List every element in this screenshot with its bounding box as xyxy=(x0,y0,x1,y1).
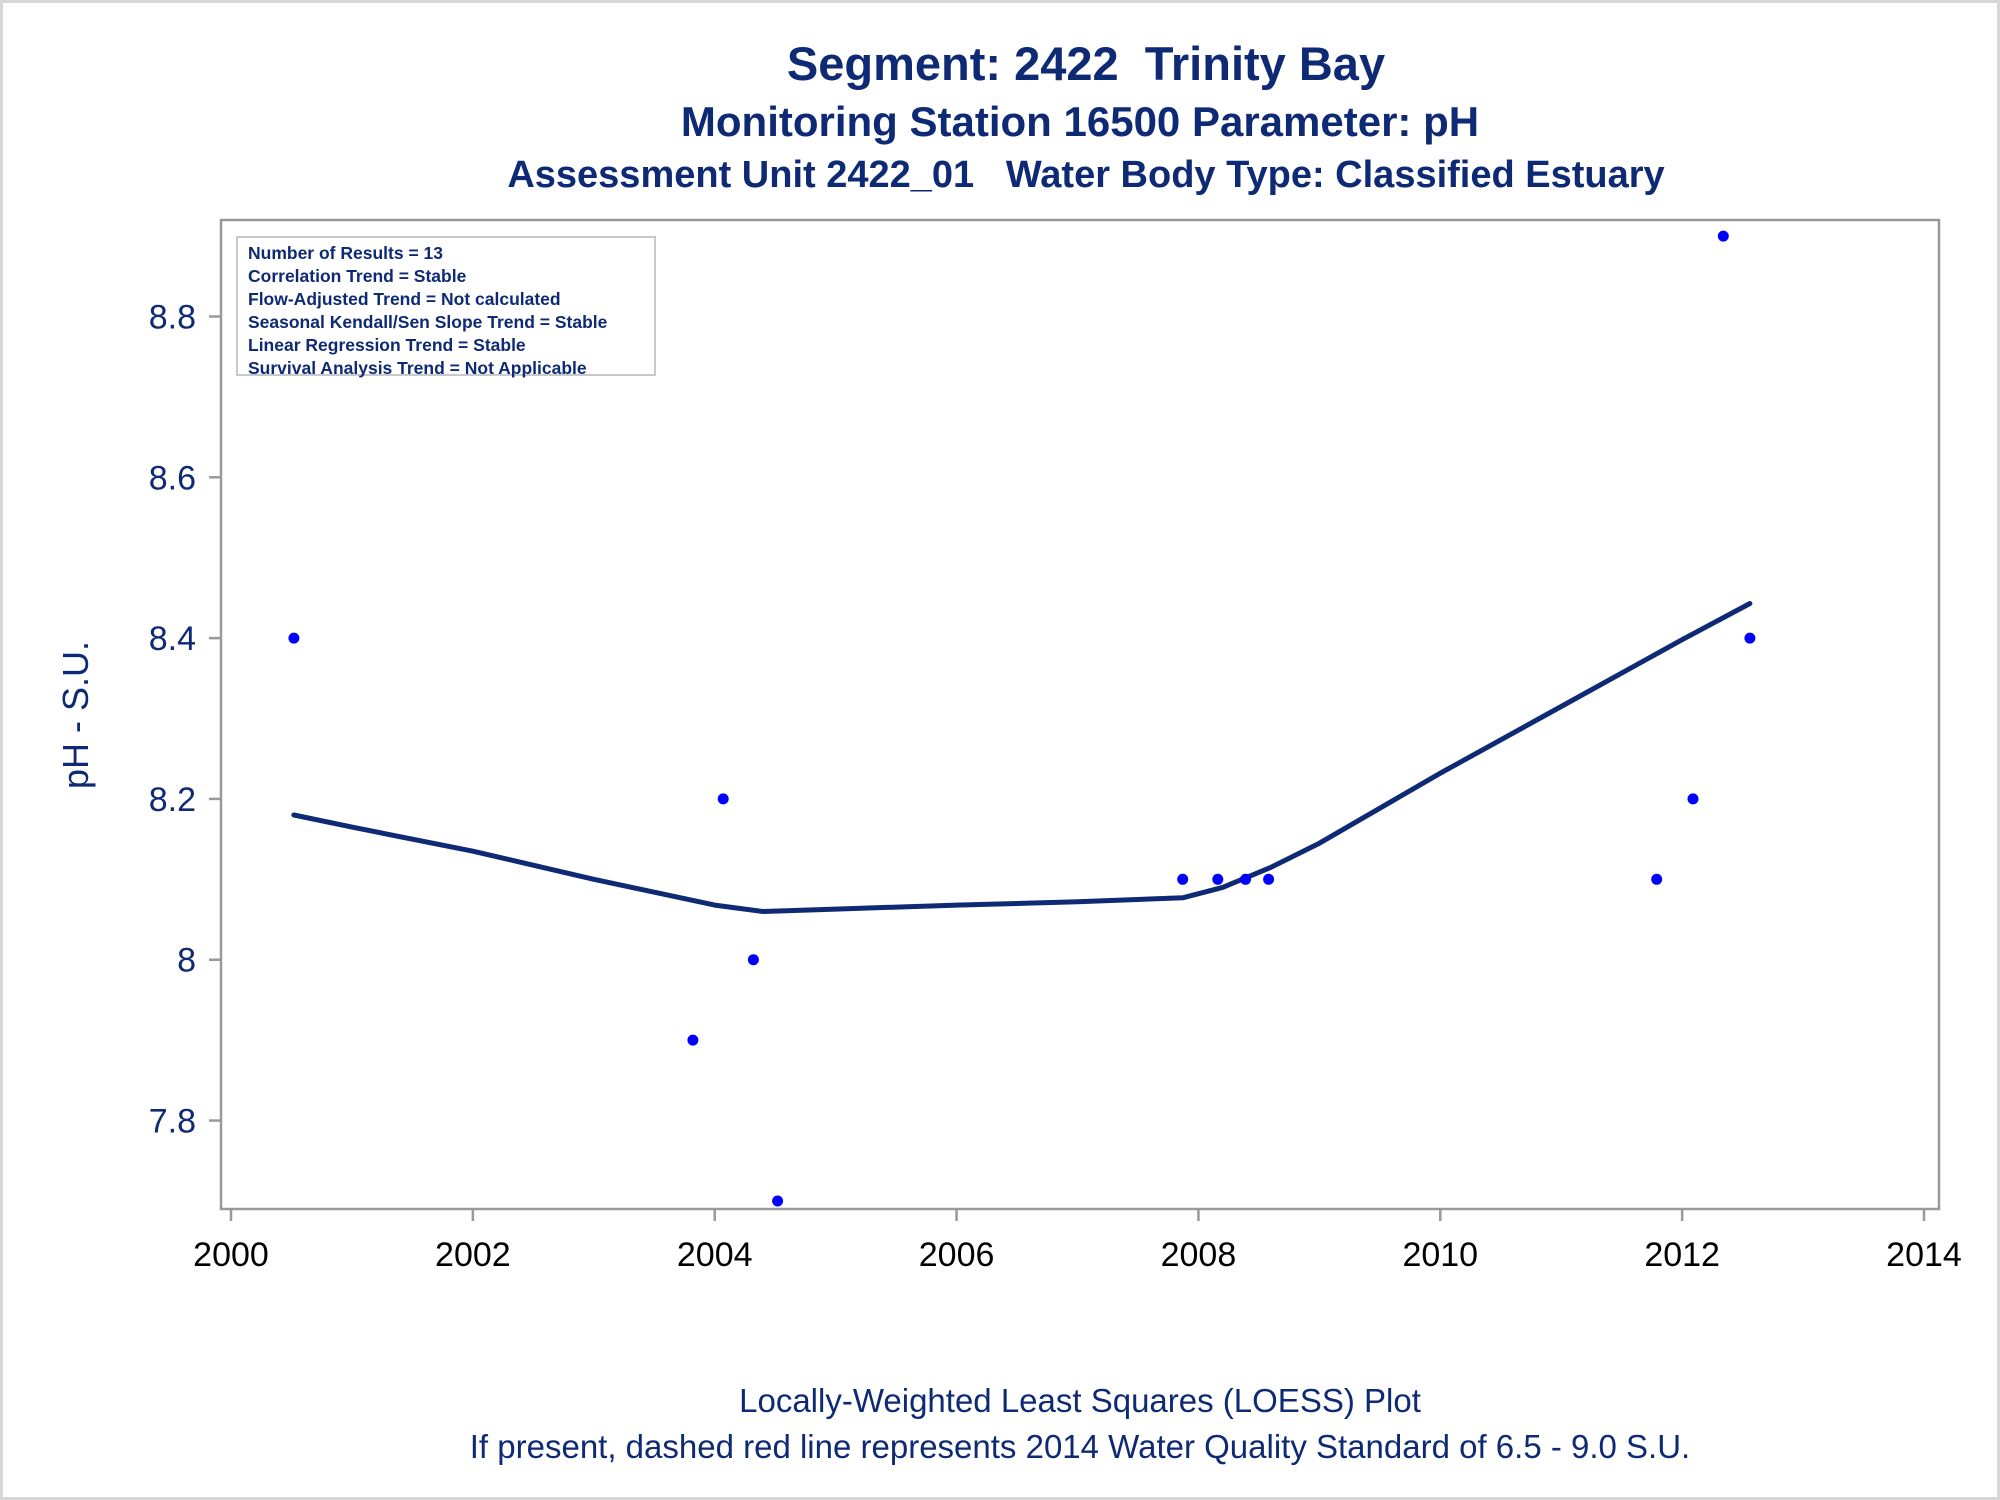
y-tick-label: 8.4 xyxy=(149,620,196,658)
x-tick-label: 2008 xyxy=(1161,1236,1237,1274)
y-axis: 7.8 8 8.2 8.4 8.6 8.8 xyxy=(149,298,221,1141)
stats-number-of-results: Number of Results = 13 xyxy=(248,243,443,263)
data-point xyxy=(1744,632,1756,644)
data-point xyxy=(1263,873,1275,885)
scatter-series xyxy=(288,230,1756,1207)
x-tick-label: 2004 xyxy=(677,1236,753,1274)
y-axis-label: pH - S.U. xyxy=(55,640,96,790)
data-point xyxy=(747,954,759,966)
data-point xyxy=(1212,873,1224,885)
data-point xyxy=(1177,873,1189,885)
data-point xyxy=(1687,793,1699,805)
x-tick-label: 2006 xyxy=(919,1236,995,1274)
x-tick-label: 2014 xyxy=(1886,1236,1962,1274)
footer-plot-type: Locally-Weighted Least Squares (LOESS) P… xyxy=(739,1382,1421,1419)
y-tick-label: 8.6 xyxy=(149,459,196,497)
stats-correlation-trend: Correlation Trend = Stable xyxy=(248,266,467,286)
stats-seasonal-kendall-trend: Seasonal Kendall/Sen Slope Trend = Stabl… xyxy=(248,312,608,332)
chart-subtitle: Monitoring Station 16500 Parameter: pH xyxy=(680,98,1480,145)
stats-flow-adjusted-trend: Flow-Adjusted Trend = Not calculated xyxy=(248,289,561,309)
stats-survival-analysis-trend: Survival Analysis Trend = Not Applicable xyxy=(248,358,587,378)
data-point xyxy=(772,1195,784,1207)
y-tick-label: 8.2 xyxy=(149,781,196,819)
plot-area xyxy=(219,218,1941,1211)
data-point xyxy=(1717,230,1729,242)
stats-linear-regression-trend: Linear Regression Trend = Stable xyxy=(248,335,526,355)
y-tick-label: 8.8 xyxy=(149,298,196,336)
x-tick-label: 2012 xyxy=(1644,1236,1720,1274)
x-axis: 2000 2002 2004 2006 2008 2010 2012 2014 xyxy=(193,1209,1962,1274)
data-point xyxy=(1240,873,1252,885)
data-point xyxy=(1651,873,1663,885)
x-tick-label: 2002 xyxy=(435,1236,511,1274)
y-tick-label: 8 xyxy=(177,942,196,980)
x-tick-label: 2000 xyxy=(193,1236,269,1274)
chart-subtitle-2: Assessment Unit 2422_01 Water Body Type:… xyxy=(507,154,1665,196)
stats-box: Number of Results = 13 Correlation Trend… xyxy=(236,236,656,378)
loess-line xyxy=(291,601,1753,914)
x-tick-label: 2010 xyxy=(1402,1236,1478,1274)
data-point xyxy=(687,1034,699,1046)
data-point xyxy=(717,793,729,805)
data-point xyxy=(288,632,300,644)
footer-standard-note: If present, dashed red line represents 2… xyxy=(469,1428,1691,1465)
loess-series xyxy=(291,601,1753,914)
y-tick-label: 7.8 xyxy=(149,1103,196,1141)
chart-title: Segment: 2422 Trinity Bay xyxy=(786,37,1386,90)
